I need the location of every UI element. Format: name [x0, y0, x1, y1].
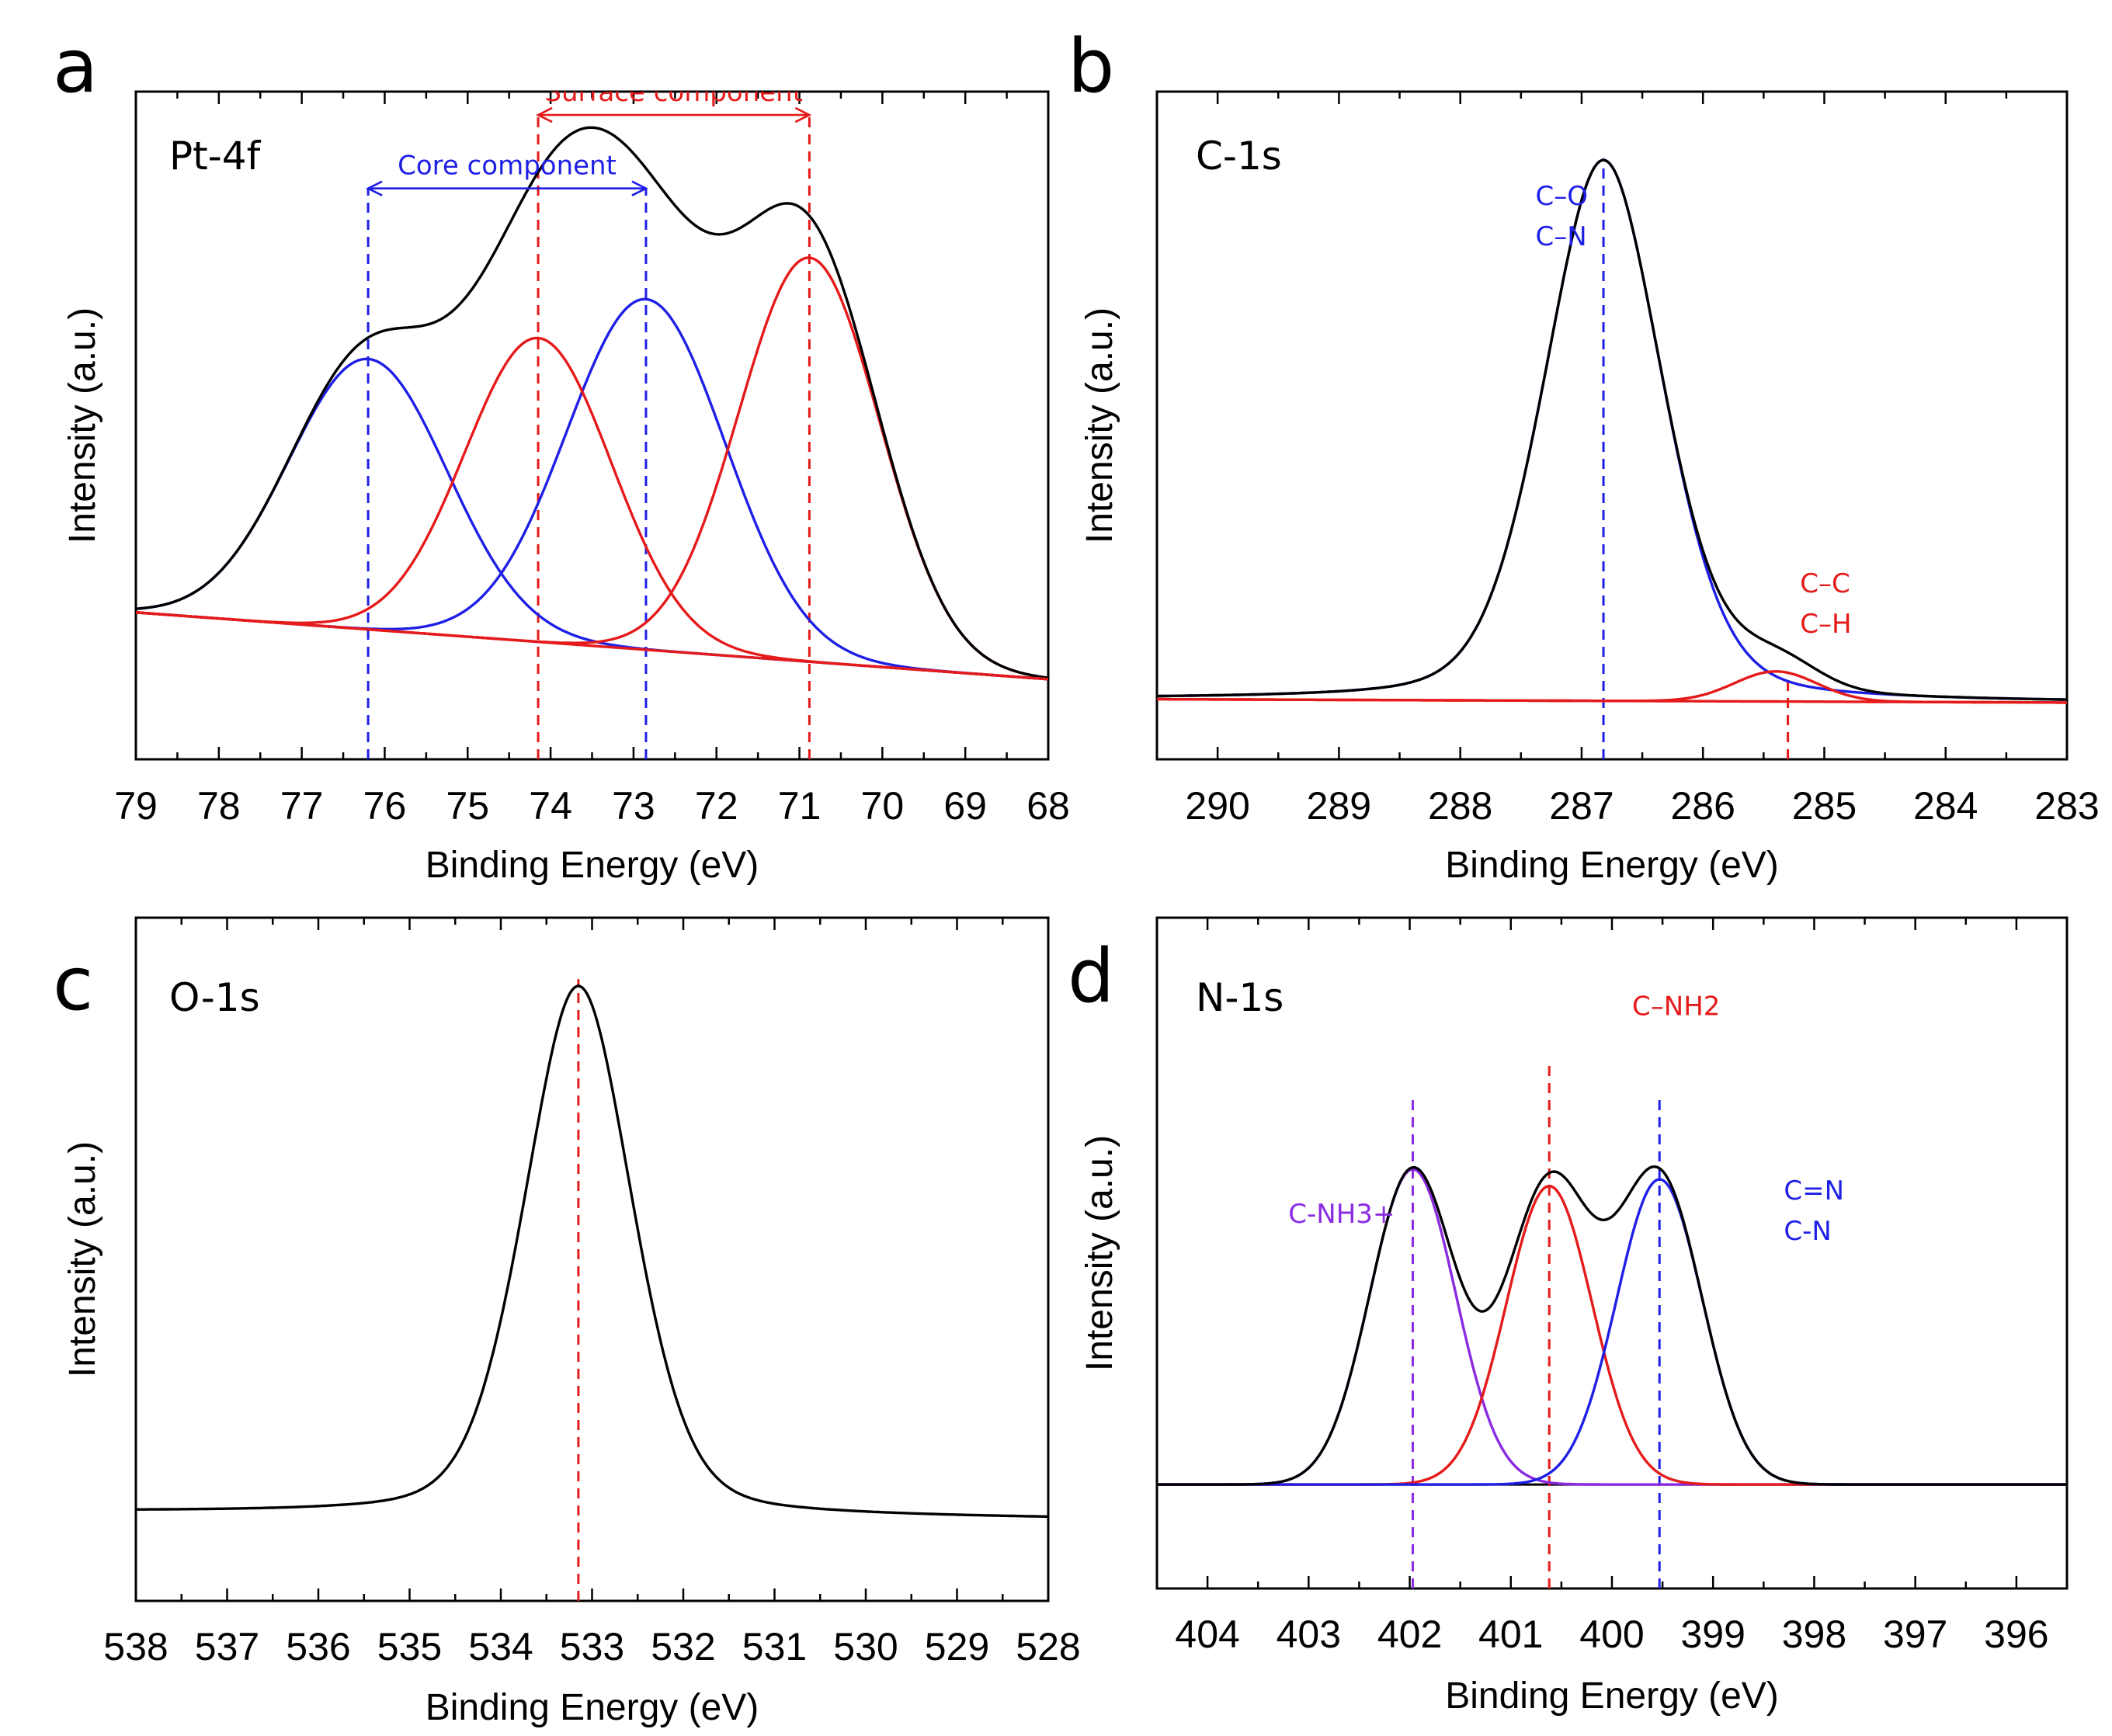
x-tick-label-c: 531: [742, 1625, 807, 1668]
y-axis-label-c: Intensity (a.u.): [62, 1141, 103, 1377]
bracket-label-a: Core component: [398, 151, 617, 182]
annotation-label-b: C–C: [1800, 568, 1850, 599]
plot-area-a: Core component Surface component: [136, 77, 1048, 759]
x-tick-label-b: 287: [1549, 784, 1614, 828]
x-tick-label-a: 77: [280, 784, 324, 828]
x-tick-label-d: 402: [1377, 1613, 1442, 1656]
x-axis-label-d: Binding Energy (eV): [1445, 1675, 1779, 1717]
fit-curve-a: [136, 256, 1048, 679]
x-tick-label-c: 530: [833, 1625, 898, 1668]
x-axis-label-b: Binding Energy (eV): [1445, 845, 1779, 886]
bracket-label-a: Surface component: [544, 77, 803, 108]
x-tick-label-c: 528: [1016, 1625, 1080, 1668]
fit-curve-a: [136, 357, 1048, 681]
annotation-label-b: C–H: [1800, 609, 1851, 640]
x-tick-label-c: 538: [103, 1625, 168, 1668]
annotation-label-b: C–N: [1536, 221, 1587, 252]
x-tick-label-b: 289: [1307, 784, 1371, 828]
envelope-curve-d: [1157, 1165, 2067, 1486]
bracket-arrow-left-a: [366, 180, 383, 196]
x-tick-label-d: 396: [1984, 1613, 2048, 1656]
x-tick-label-d: 398: [1782, 1613, 1846, 1656]
annotation-label-d: C–NH2: [1632, 991, 1720, 1022]
x-tick-label-a: 79: [114, 784, 158, 828]
annotation-label-b: C–O: [1536, 181, 1589, 212]
annotation-label-d: C-NH3+: [1288, 1199, 1395, 1230]
fit-curve-a: [136, 336, 1048, 681]
annotation-label-d: C=N: [1784, 1175, 1844, 1207]
x-tick-label-b: 284: [1913, 784, 1978, 828]
x-tick-label-a: 75: [446, 784, 489, 828]
plot-frame-a: [134, 90, 1050, 761]
x-tick-label-a: 76: [363, 784, 407, 828]
x-tick-label-d: 399: [1681, 1613, 1746, 1656]
x-tick-label-c: 536: [286, 1625, 350, 1668]
plot-title-a: Pt-4f: [169, 134, 262, 179]
x-tick-label-a: 71: [778, 784, 822, 828]
bracket-arrow-left-a: [536, 106, 553, 123]
x-tick-label-c: 534: [468, 1625, 533, 1668]
plot-frame-c: [134, 916, 1050, 1602]
x-tick-label-b: 285: [1792, 784, 1857, 828]
x-tick-label-c: 532: [651, 1625, 715, 1668]
x-tick-label-d: 400: [1579, 1613, 1644, 1656]
x-tick-label-a: 78: [197, 784, 241, 828]
x-axis-label-c: Binding Energy (eV): [426, 1687, 759, 1728]
x-tick-label-a: 70: [861, 784, 905, 828]
plot-title-b: C-1s: [1196, 134, 1282, 179]
plot-frame-b: [1155, 90, 2069, 761]
x-tick-label-d: 397: [1883, 1613, 1947, 1656]
x-tick-label-b: 286: [1670, 784, 1735, 828]
fit-curve-b: [1157, 670, 2067, 704]
x-tick-label-c: 529: [925, 1625, 989, 1668]
envelope-curve-a: [136, 126, 1048, 679]
x-tick-label-b: 283: [2034, 784, 2099, 828]
fit-curve-d: [1157, 1184, 2067, 1486]
x-tick-label-b: 288: [1428, 784, 1492, 828]
x-tick-label-c: 537: [195, 1625, 259, 1668]
plot-area-d: C-NH3+ C–NH2 C=N C-N: [1157, 991, 2067, 1588]
plot-area-c: [136, 979, 1048, 1601]
panel-letter-a: a: [53, 24, 98, 109]
plot-area-b: C–O C–N C–C C–H: [1157, 158, 2067, 759]
background-line-b: [1157, 697, 2067, 704]
plot-title-d: N-1s: [1196, 975, 1284, 1020]
x-tick-label-a: 72: [695, 784, 738, 828]
panel-d: d N-1s 404 403 402 401 400 399 398 397 396 Binding …: [1068, 916, 2069, 1717]
x-tick-label-d: 401: [1478, 1613, 1543, 1656]
fit-curve-b: [1157, 158, 2067, 701]
background-line-a: [136, 611, 1048, 681]
panel-letter-c: c: [53, 942, 93, 1027]
x-tick-label-b: 290: [1185, 784, 1249, 828]
plot-frame-d: [1155, 916, 2069, 1590]
x-tick-label-c: 533: [560, 1625, 624, 1668]
x-tick-label-a: 73: [612, 784, 655, 828]
panel-letter-d: d: [1068, 934, 1114, 1019]
y-axis-label-d: Intensity (a.u.): [1079, 1135, 1120, 1371]
panel-c: c O-1s 538 537 536 535 534 533 532 531 530 529 528 Bi…: [53, 916, 1081, 1728]
x-tick-label-d: 403: [1277, 1613, 1341, 1656]
x-tick-label-d: 404: [1175, 1613, 1239, 1656]
x-axis-label-a: Binding Energy (eV): [426, 845, 759, 886]
panel-a: a Pt-4f 79 78 77 76 75 74 73 72 71 70 69 68 Binding En…: [53, 24, 1070, 886]
y-axis-label-a: Intensity (a.u.): [62, 307, 103, 543]
y-axis-label-b: Intensity (a.u.): [1079, 307, 1120, 543]
annotation-label-d: C-N: [1784, 1216, 1831, 1247]
x-tick-label-a: 74: [529, 784, 572, 828]
panel-b: b C-1s 290 289 288 287 286 285 284 283 Binding Ene…: [1068, 24, 2100, 886]
envelope-curve-b: [1157, 158, 2067, 701]
x-tick-label-c: 535: [377, 1625, 442, 1668]
panel-letter-b: b: [1068, 24, 1114, 109]
x-tick-label-a: 69: [943, 784, 987, 828]
fit-curve-c: [136, 984, 1048, 1519]
x-tick-label-a: 68: [1026, 784, 1070, 828]
bracket-arrow-right-a: [794, 106, 812, 123]
bracket-arrow-right-a: [631, 180, 648, 196]
plot-title-c: O-1s: [169, 975, 260, 1020]
